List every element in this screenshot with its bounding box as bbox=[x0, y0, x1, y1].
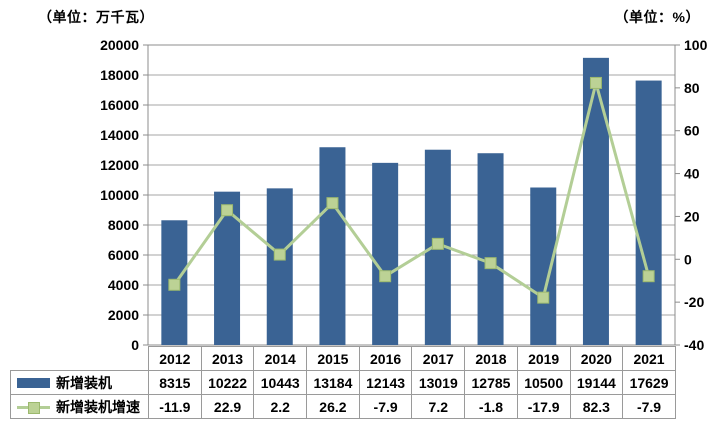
growth-value-cell: 82.3 bbox=[569, 394, 624, 419]
legend-item-growth: 新增装机增速 bbox=[10, 394, 149, 419]
right-axis-label: -40 bbox=[684, 337, 704, 353]
marker-2012 bbox=[168, 278, 181, 291]
growth-value-cell: -11.9 bbox=[148, 394, 202, 419]
marker-2014 bbox=[273, 248, 286, 261]
left-axis-label: 2000 bbox=[108, 307, 139, 323]
left-axis-label: 8000 bbox=[108, 217, 139, 233]
left-axis-label: 14000 bbox=[100, 127, 139, 143]
growth-value-cell: -1.8 bbox=[464, 394, 518, 419]
capacity-value-cell: 12785 bbox=[464, 370, 518, 395]
year-cell: 2013 bbox=[200, 346, 255, 371]
year-cell: 2014 bbox=[253, 346, 308, 371]
capacity-value-cell: 12143 bbox=[358, 370, 413, 395]
marker-2015 bbox=[326, 197, 339, 210]
left-axis-label: 6000 bbox=[108, 247, 139, 263]
line-series-swatch-icon bbox=[17, 401, 50, 414]
marker-2013 bbox=[221, 204, 234, 217]
bar-2016 bbox=[372, 162, 399, 345]
year-cell: 2017 bbox=[411, 346, 466, 371]
left-axis-label: 0 bbox=[131, 337, 139, 353]
year-cell: 2021 bbox=[622, 346, 676, 371]
capacity-value-cell: 10222 bbox=[200, 370, 255, 395]
year-cell: 2015 bbox=[306, 346, 360, 371]
right-axis-label: 40 bbox=[684, 166, 700, 182]
right-axis-label: 100 bbox=[684, 37, 708, 53]
legend-capacity-label: 新增装机 bbox=[56, 374, 112, 391]
marker-2020 bbox=[589, 76, 602, 89]
year-cell: 2016 bbox=[358, 346, 413, 371]
plot-border bbox=[147, 44, 676, 346]
capacity-value-cell: 19144 bbox=[569, 370, 624, 395]
growth-value-cell: 26.2 bbox=[306, 394, 360, 419]
year-cell: 2019 bbox=[516, 346, 571, 371]
marker-2021 bbox=[642, 270, 655, 283]
right-axis-label: 0 bbox=[684, 251, 692, 267]
right-axis-label: 80 bbox=[684, 80, 700, 96]
growth-value-cell: 7.2 bbox=[411, 394, 466, 419]
capacity-value-cell: 10443 bbox=[253, 370, 308, 395]
right-axis-label: -20 bbox=[684, 294, 704, 310]
left-axis-label: 4000 bbox=[108, 277, 139, 293]
growth-value-cell: 22.9 bbox=[200, 394, 255, 419]
right-axis-label: 60 bbox=[684, 123, 700, 139]
marker-2019 bbox=[537, 291, 550, 304]
year-cell: 2012 bbox=[148, 346, 202, 371]
capacity-value-cell: 17629 bbox=[622, 370, 676, 395]
left-axis-label: 18000 bbox=[100, 67, 139, 83]
bar-2014 bbox=[266, 188, 293, 345]
growth-line bbox=[173, 81, 651, 300]
data-table: 2012 2013 2014 2015 2016 2017 2018 2019 2020 2021… bbox=[10, 346, 676, 419]
bar-2015 bbox=[319, 147, 346, 345]
left-axis-label: 16000 bbox=[100, 97, 139, 113]
bar-2018 bbox=[477, 153, 504, 345]
growth-value-cell: -7.9 bbox=[358, 394, 413, 419]
year-cell: 2020 bbox=[569, 346, 624, 371]
year-cell: 2018 bbox=[464, 346, 518, 371]
marker-2018 bbox=[484, 257, 497, 270]
bar-2020 bbox=[582, 57, 609, 346]
bar-2021 bbox=[635, 80, 662, 345]
right-axis-unit-label: （单位：%） bbox=[614, 9, 700, 25]
legend-item-capacity: 新增装机 bbox=[10, 370, 149, 395]
left-axis-label: 10000 bbox=[100, 187, 139, 203]
marker-2017 bbox=[431, 237, 444, 250]
left-axis-label: 20000 bbox=[100, 37, 139, 53]
table-corner-spacer bbox=[11, 347, 149, 371]
growth-value-cell: -7.9 bbox=[622, 394, 676, 419]
left-axis-unit-label: （单位：万千瓦） bbox=[38, 9, 154, 25]
capacity-value-cell: 13019 bbox=[411, 370, 466, 395]
left-axis-label: 12000 bbox=[100, 157, 139, 173]
bar-series-swatch-icon bbox=[17, 377, 50, 388]
capacity-value-cell: 13184 bbox=[306, 370, 360, 395]
growth-value-cell: 2.2 bbox=[253, 394, 308, 419]
legend-growth-label: 新增装机增速 bbox=[56, 398, 140, 415]
capacity-value-cell: 10500 bbox=[516, 370, 571, 395]
capacity-value-cell: 8315 bbox=[148, 370, 202, 395]
marker-2016 bbox=[379, 270, 392, 283]
right-axis-label: 20 bbox=[684, 208, 700, 224]
growth-value-cell: -17.9 bbox=[516, 394, 571, 419]
